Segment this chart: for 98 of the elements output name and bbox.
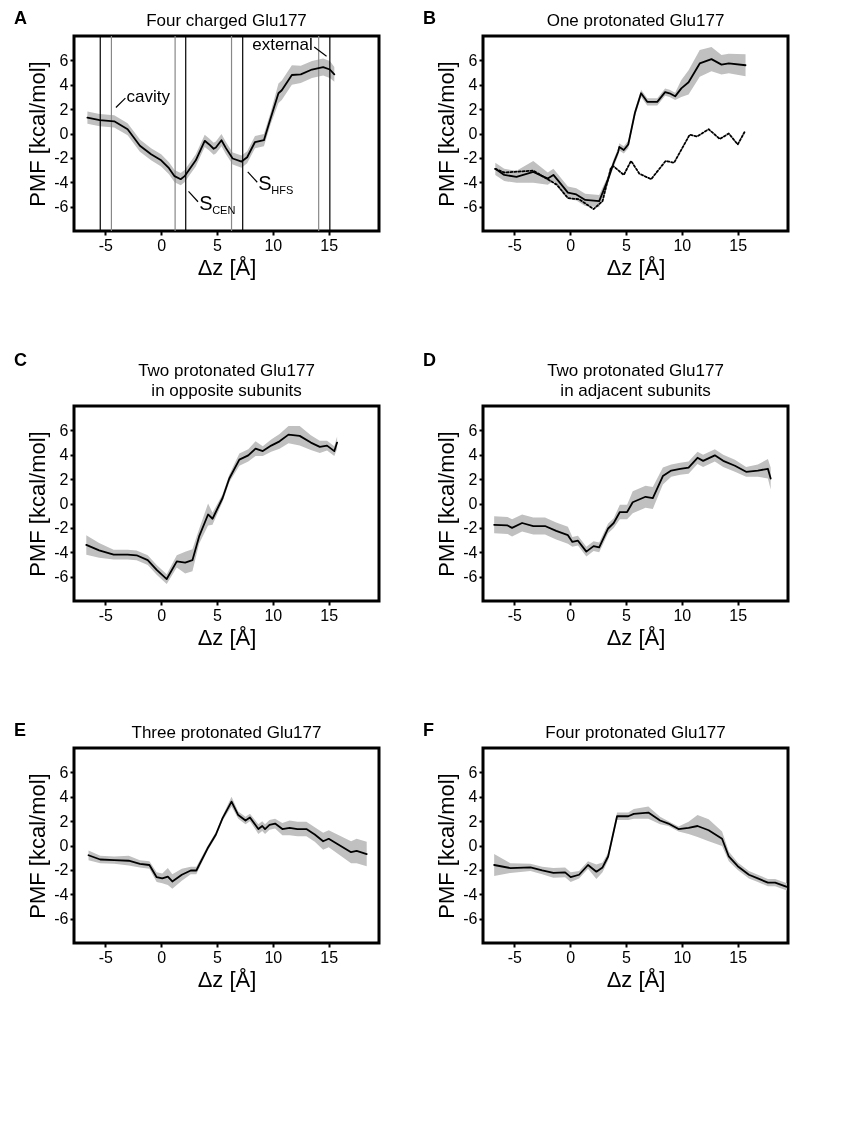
x-tick-label: -5 [98,948,113,966]
chart-title: Four protonated Glu177 [545,723,726,742]
x-tick-label: 10 [264,236,283,254]
x-axis-title: Δz [Å] [197,624,257,650]
text: F [423,720,434,740]
y-tick-label: 0 [468,495,478,512]
y-tick-label: -6 [463,198,478,216]
x-tick-label: -5 [507,606,522,624]
text: D [423,350,436,370]
y-tick-label: 0 [59,837,69,854]
x-axis-title: Δz [Å] [606,624,666,650]
y-tick-label: -2 [54,149,69,167]
y-tick-label: -6 [463,910,478,928]
x-tick-label: 15 [320,236,339,254]
y-tick-label: 6 [59,51,69,69]
text: B [423,8,436,28]
y-tick-label: 0 [59,495,69,512]
y-tick-label: -4 [54,885,69,903]
y-tick-label: 0 [468,125,478,142]
chart-title: Two protonated Glu177 in adjacent subunits [547,361,724,400]
y-tick-label: 2 [468,100,478,118]
x-tick-label: 5 [622,236,632,254]
x-tick-label: 15 [729,606,748,624]
x-axis-title: Δz [Å] [197,254,257,280]
y-tick-label: 4 [59,788,69,806]
chart-title: One protonated Glu177 [546,11,725,30]
y-axis-title: PMF [kcal/mol] [25,431,51,577]
y-tick-label: 2 [59,470,69,488]
y-tick-label: 2 [468,812,478,830]
x-tick-label: 10 [673,606,692,624]
x-tick-label: 0 [157,236,167,254]
y-tick-label: 4 [468,446,478,464]
y-tick-label: 4 [468,788,478,806]
y-tick-label: 4 [59,76,69,94]
y-tick-label: -6 [54,568,69,586]
y-tick-label: -4 [463,173,478,191]
y-tick-label: -2 [54,519,69,537]
y-tick-label: -2 [463,519,478,537]
text: E [14,720,27,740]
y-tick-label: 2 [59,100,69,118]
x-tick-label: 10 [264,606,283,624]
x-tick-label: 5 [213,606,223,624]
chart-title: Four charged Glu177 [146,11,307,30]
y-tick-label: 6 [468,763,478,781]
x-tick-label: 10 [673,948,692,966]
y-tick-label: 6 [59,421,69,439]
y-tick-label: -2 [463,861,478,879]
x-tick-label: -5 [98,606,113,624]
y-axis-title: PMF [kcal/mol] [25,773,51,919]
y-axis-title: PMF [kcal/mol] [434,61,460,207]
x-tick-label: -5 [98,236,113,254]
chart-title: Three protonated Glu177 [131,723,322,742]
x-tick-label: 0 [566,948,576,966]
y-tick-label: 6 [468,421,478,439]
text: A [14,8,27,28]
y-tick-label: 6 [468,51,478,69]
x-tick-label: 5 [622,606,632,624]
y-tick-label: 4 [468,76,478,94]
x-axis-title: Δz [Å] [197,966,257,992]
chart-title: Two protonated Glu177 in opposite subunits [138,361,315,400]
x-tick-label: 15 [320,948,339,966]
y-tick-label: -6 [463,568,478,586]
y-tick-label: -4 [463,885,478,903]
text: C [14,350,27,370]
x-axis-title: Δz [Å] [606,254,666,280]
y-tick-label: -6 [54,910,69,928]
y-tick-label: 2 [59,812,69,830]
annotation: cavity [126,86,171,106]
y-tick-label: 0 [468,837,478,854]
y-tick-label: -2 [54,861,69,879]
y-tick-label: -6 [54,198,69,216]
x-tick-label: 15 [729,236,748,254]
x-tick-label: 0 [157,606,167,624]
y-tick-label: -4 [54,543,69,561]
x-tick-label: 0 [157,948,167,966]
x-tick-label: 5 [213,236,223,254]
x-tick-label: 10 [264,948,283,966]
y-tick-label: -2 [463,149,478,167]
x-tick-label: -5 [507,236,522,254]
x-tick-label: 15 [320,606,339,624]
y-tick-label: 0 [59,125,69,142]
annotation: external [252,35,313,55]
y-tick-label: 4 [59,446,69,464]
y-axis-title: PMF [kcal/mol] [434,431,460,577]
y-tick-label: -4 [54,173,69,191]
x-tick-label: 0 [566,236,576,254]
y-tick-label: 6 [59,763,69,781]
x-tick-label: 5 [213,948,223,966]
x-tick-label: 15 [729,948,748,966]
x-tick-label: 10 [673,236,692,254]
x-tick-label: 0 [566,606,576,624]
x-axis-title: Δz [Å] [606,966,666,992]
x-tick-label: -5 [507,948,522,966]
y-axis-title: PMF [kcal/mol] [25,61,51,207]
y-axis-title: PMF [kcal/mol] [434,773,460,919]
x-tick-label: 5 [622,948,632,966]
y-tick-label: -4 [463,543,478,561]
y-tick-label: 2 [468,470,478,488]
